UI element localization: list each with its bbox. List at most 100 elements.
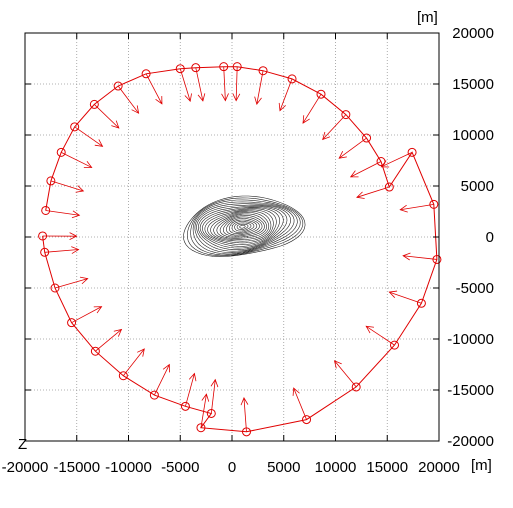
direction-arrow: [210, 379, 216, 414]
direction-arrow: [61, 151, 92, 168]
arrow-head: [221, 93, 229, 102]
arrow-head: [333, 360, 342, 369]
arrow-head: [188, 372, 197, 382]
direction-arrow: [365, 325, 395, 346]
direction-arrow: [54, 278, 88, 289]
trajectory-point: [90, 346, 100, 356]
direction-arrow: [74, 126, 103, 147]
arrow-head: [388, 290, 398, 298]
direction-arrow: [400, 203, 434, 211]
arrow-head: [292, 387, 300, 396]
red-trajectory-group: [38, 62, 442, 437]
direction-arrow: [403, 255, 437, 260]
arrow-head: [83, 160, 93, 168]
direction-arrow: [338, 137, 367, 159]
direction-arrow: [94, 104, 120, 129]
contour-ring: [194, 203, 295, 253]
trajectory-point: [70, 122, 80, 132]
contour-ring: [234, 222, 252, 232]
trajectory-line: [42, 66, 438, 433]
contour-ring: [197, 205, 288, 250]
trajectory-point: [56, 147, 66, 157]
arrow-head: [380, 160, 390, 168]
x-tick-label: 0: [228, 459, 236, 476]
trajectory-point: [191, 63, 201, 73]
direction-arrow: [381, 151, 413, 168]
arrow-head: [356, 191, 365, 199]
direction-arrow: [322, 114, 347, 140]
direction-arrow: [154, 364, 170, 396]
trajectory-point: [384, 182, 394, 192]
arrow-head: [79, 276, 89, 285]
y-tick-label: -5000: [456, 280, 494, 297]
trajectory-point: [46, 176, 56, 186]
trajectory-point: [41, 205, 51, 215]
trajectory-point: [341, 110, 351, 120]
x-tick-label: 10000: [315, 459, 357, 476]
direction-arrow: [223, 66, 226, 101]
trajectory-point: [149, 390, 159, 400]
y-tick-label: 20000: [452, 25, 494, 42]
direction-arrow: [293, 387, 307, 420]
contour-ring: [216, 213, 268, 239]
direction-arrow: [243, 397, 247, 432]
trajectory-point: [316, 89, 326, 99]
direction-arrow: [279, 78, 293, 111]
arrow-head: [402, 252, 411, 261]
direction-arrow: [195, 67, 204, 102]
direction-arrow: [356, 186, 390, 198]
arrow-head: [93, 306, 103, 314]
arrow-head: [365, 325, 375, 334]
contour-ring: [207, 209, 274, 244]
central-contour-group: [183, 195, 306, 257]
direction-arrow: [235, 66, 238, 101]
arrow-head: [240, 397, 249, 406]
y-tick-label: -10000: [447, 331, 494, 348]
trajectory-point: [196, 423, 206, 433]
contour-ring: [228, 219, 258, 234]
arrow-head: [338, 151, 347, 159]
x-tick-label: -20000: [2, 459, 49, 476]
x-axis-ticks: -20000 -15000 -10000 -5000 0 5000 10000 15000 20…: [2, 33, 460, 476]
direction-arrow: [145, 73, 163, 105]
direction-arrow: [185, 373, 195, 407]
contour-ring: [190, 199, 301, 256]
trajectory-point: [141, 69, 151, 79]
direction-arrow: [50, 180, 84, 192]
direction-arrow: [179, 68, 191, 102]
y-tick-label: -20000: [447, 433, 494, 450]
x-tick-label: -15000: [53, 459, 100, 476]
arrow-head: [210, 378, 219, 388]
trajectory-point: [89, 99, 99, 109]
direction-arrow: [117, 85, 139, 114]
x-tick-label: -5000: [161, 459, 199, 476]
trajectory-point: [407, 147, 417, 157]
arrow-head: [302, 115, 310, 124]
contour-ring: [213, 212, 270, 240]
arrow-head: [322, 131, 331, 141]
trajectory-point: [113, 81, 123, 91]
y-tick-label: 10000: [452, 127, 494, 144]
direction-arrow: [334, 360, 357, 388]
contour-ring: [231, 221, 255, 233]
direction-arrow: [71, 306, 102, 324]
arrow-head: [71, 246, 80, 254]
x-axis-unit: [m]: [471, 457, 492, 474]
y-tick-label: 0: [486, 229, 494, 246]
contour-ring: [239, 225, 246, 229]
trajectory-point: [302, 415, 312, 425]
trajectory-point: [50, 283, 60, 293]
arrow-head: [201, 393, 210, 402]
arrow-head: [111, 120, 120, 129]
trajectory-point: [118, 371, 128, 381]
contour-ring: [210, 210, 272, 242]
arrow-head: [137, 348, 145, 357]
trajectory-point: [287, 74, 297, 84]
trajectory-point: [38, 231, 48, 241]
y-tick-label: 5000: [461, 178, 494, 195]
direction-arrow: [389, 291, 422, 304]
trajectory-point: [362, 133, 372, 143]
trajectory-point: [432, 254, 442, 264]
trajectory-point: [416, 298, 426, 308]
